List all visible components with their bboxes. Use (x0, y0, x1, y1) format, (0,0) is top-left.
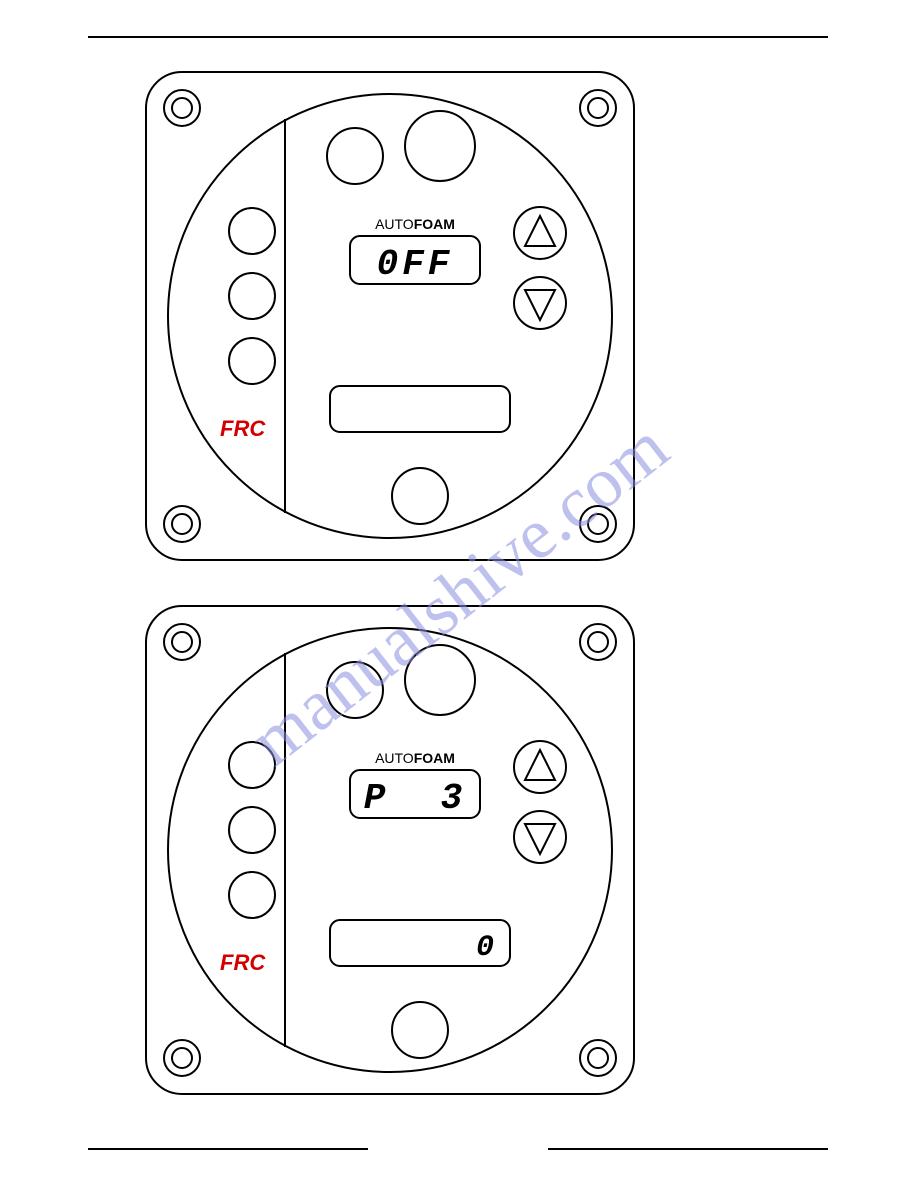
autofoam-bold: FOAM (414, 216, 455, 232)
control-panel-1: AUTOFOAM 0FF FRC (140, 66, 640, 566)
screw-top-right (580, 90, 616, 126)
autofoam-prefix: AUTO (375, 750, 414, 766)
bottom-button[interactable] (392, 468, 448, 524)
autofoam-bold: FOAM (414, 750, 455, 766)
down-button[interactable] (514, 277, 566, 329)
bottom-button[interactable] (392, 1002, 448, 1058)
panel-face-circle (168, 94, 612, 538)
left-button-1[interactable] (229, 742, 275, 788)
left-button-3[interactable] (229, 872, 275, 918)
top-button-small[interactable] (327, 128, 383, 184)
brand-label: FRC (220, 950, 266, 975)
top-button-large[interactable] (405, 645, 475, 715)
screw-bottom-right (580, 1040, 616, 1076)
up-button[interactable] (514, 741, 566, 793)
left-button-2[interactable] (229, 273, 275, 319)
down-button[interactable] (514, 811, 566, 863)
bottom-rule-right (548, 1148, 828, 1150)
top-button-small[interactable] (327, 662, 383, 718)
upper-display-value: 0FF (377, 244, 454, 285)
left-button-1[interactable] (229, 208, 275, 254)
panel-face-circle (168, 628, 612, 1072)
left-button-3[interactable] (229, 338, 275, 384)
autofoam-prefix: AUTO (375, 216, 414, 232)
control-panel-2: AUTOFOAM P 3 0 FRC (140, 600, 640, 1100)
brand-label: FRC (220, 416, 266, 441)
screw-top-left (164, 90, 200, 126)
autofoam-label: AUTOFOAM (375, 216, 455, 232)
bottom-rule-left (88, 1148, 368, 1150)
top-button-large[interactable] (405, 111, 475, 181)
screw-top-left (164, 624, 200, 660)
panel-outer-square (146, 72, 634, 560)
left-button-2[interactable] (229, 807, 275, 853)
top-rule (88, 36, 828, 38)
screw-bottom-left (164, 1040, 200, 1076)
panel-outer-square (146, 606, 634, 1094)
autofoam-label: AUTOFOAM (375, 750, 455, 766)
screw-bottom-left (164, 506, 200, 542)
screw-bottom-right (580, 506, 616, 542)
up-button[interactable] (514, 207, 566, 259)
upper-display-value: P 3 (364, 778, 466, 819)
lower-display-value: 0 (476, 931, 498, 965)
lower-display-frame (330, 386, 510, 432)
screw-top-right (580, 624, 616, 660)
